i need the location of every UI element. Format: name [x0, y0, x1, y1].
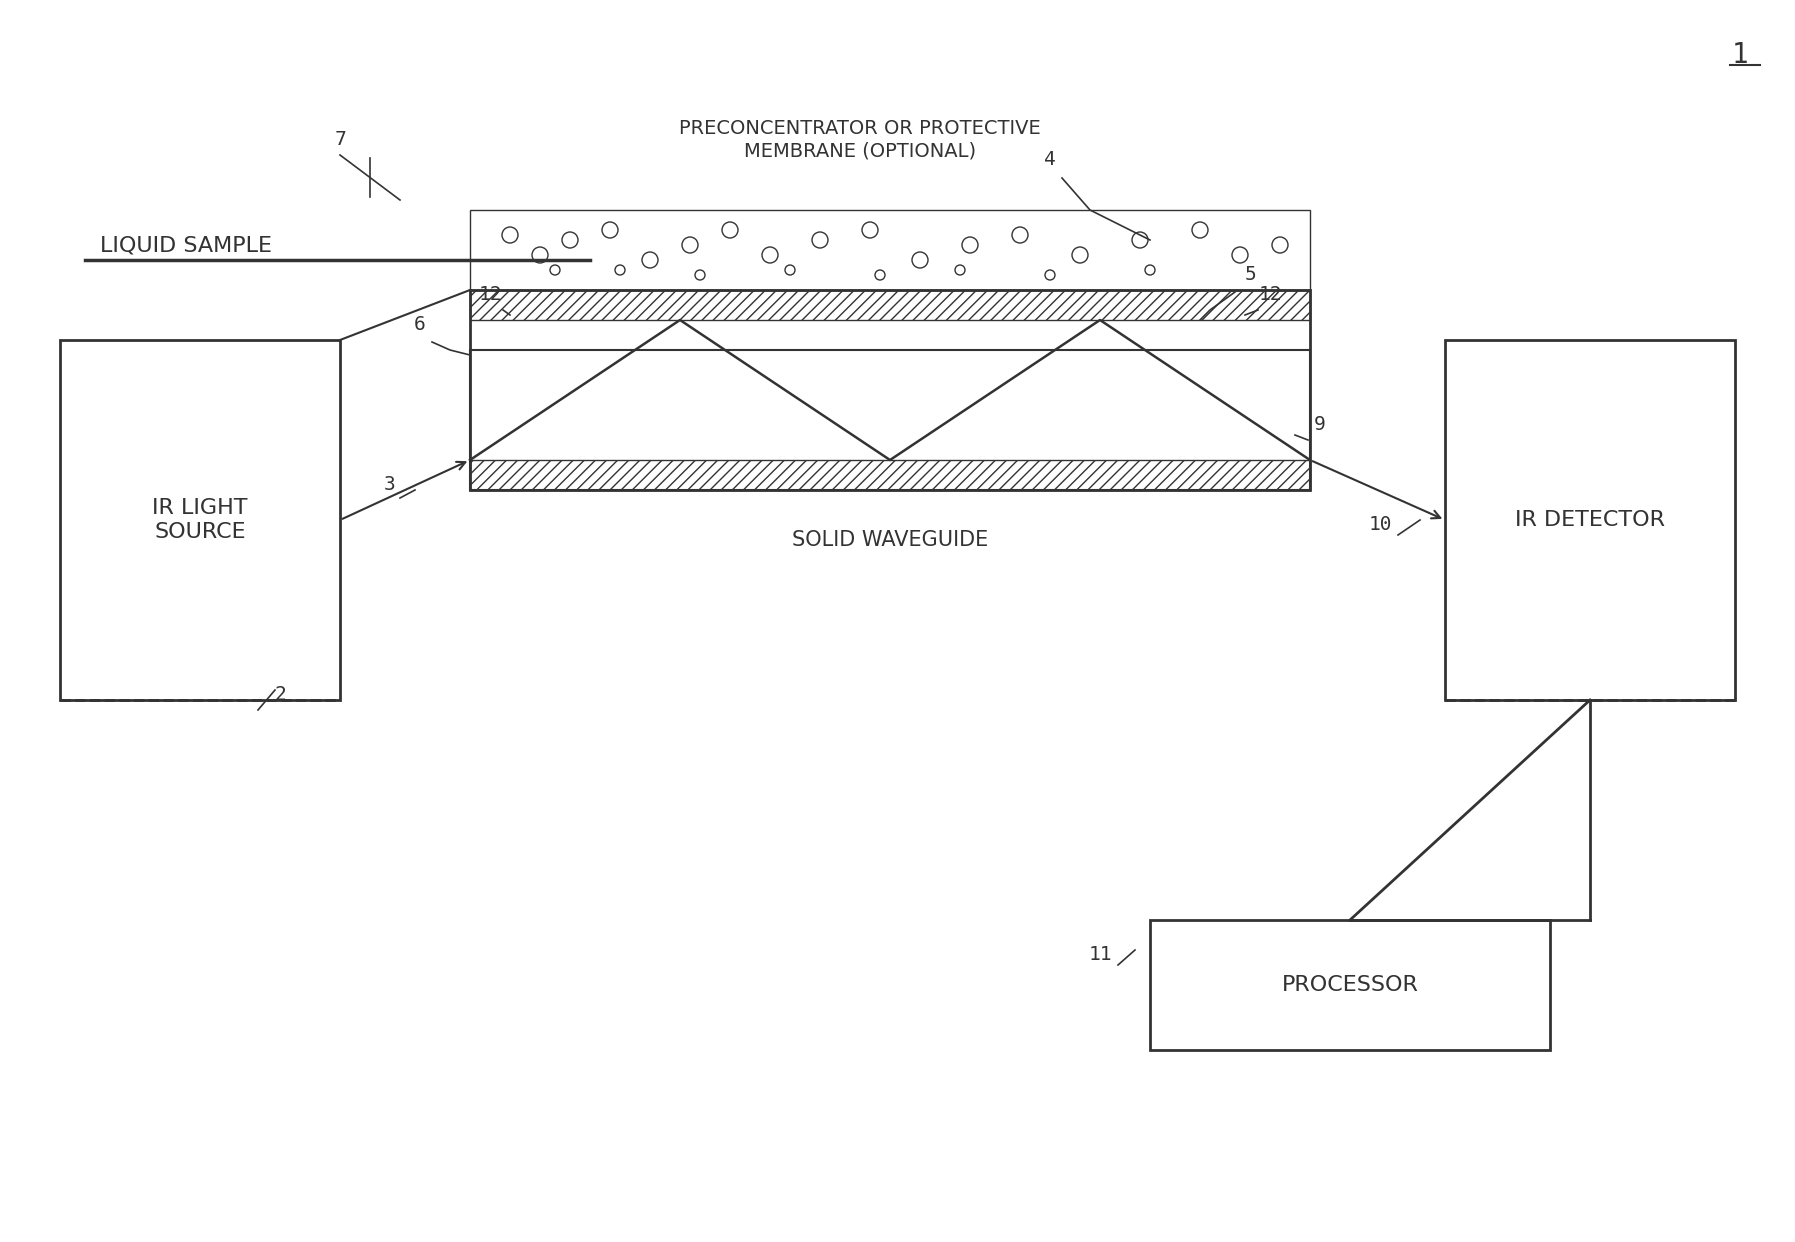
Text: SOLID WAVEGUIDE: SOLID WAVEGUIDE [792, 530, 987, 550]
Text: 12: 12 [477, 284, 503, 304]
Bar [470, 289, 1310, 320]
Bar [1151, 920, 1551, 1049]
Bar [470, 350, 1310, 491]
Text: PROCESSOR: PROCESSOR [1282, 975, 1418, 995]
Text: 5: 5 [1244, 265, 1256, 284]
Text: 1: 1 [1732, 41, 1748, 70]
Text: 3: 3 [384, 474, 397, 494]
Text: IR DETECTOR: IR DETECTOR [1515, 510, 1666, 530]
Text: 11: 11 [1088, 945, 1111, 964]
Text: 6: 6 [415, 315, 425, 334]
Text: 2: 2 [275, 686, 285, 704]
Bar [470, 460, 1310, 491]
Text: 9: 9 [1314, 415, 1327, 433]
Text: LIQUID SAMPLE: LIQUID SAMPLE [101, 235, 273, 255]
Bar [470, 289, 1310, 491]
Text: 4: 4 [1045, 150, 1055, 169]
Text: IR LIGHT
SOURCE: IR LIGHT SOURCE [153, 498, 248, 542]
Text: PRECONCENTRATOR OR PROTECTIVE
MEMBRANE (OPTIONAL): PRECONCENTRATOR OR PROTECTIVE MEMBRANE (… [679, 119, 1041, 160]
Bar [59, 340, 339, 700]
Bar [1445, 340, 1736, 700]
Bar [470, 210, 1310, 289]
Text: 10: 10 [1368, 515, 1391, 534]
Text: 12: 12 [1258, 284, 1282, 304]
Text: 7: 7 [334, 130, 346, 149]
